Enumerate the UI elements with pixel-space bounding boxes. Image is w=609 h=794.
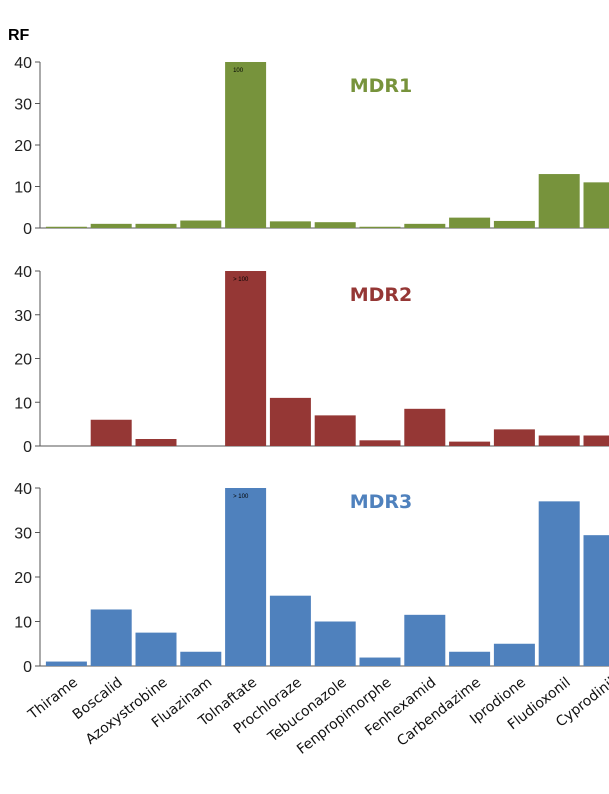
- bar-mdr2-tolnaftate: [225, 271, 267, 446]
- y-tick-label: 10: [14, 615, 32, 632]
- bar-mdr3-fenhexamid: [404, 614, 446, 666]
- bar-mdr2-prochloraze: [269, 397, 311, 446]
- y-tick-label: 0: [23, 659, 32, 676]
- bar-mdr1-fenpropimorphe: [359, 226, 401, 228]
- bar-mdr3-prochloraze: [269, 595, 311, 666]
- bar-mdr3-tebuconazole: [314, 621, 356, 666]
- bar-mdr3-fludioxonil: [538, 501, 580, 666]
- bar-mdr1-azoxystrobine: [135, 223, 177, 228]
- bar-mdr2-fenhexamid: [404, 408, 446, 446]
- bar-mdr3-fluazinam: [180, 651, 222, 666]
- y-tick-label: 20: [14, 570, 32, 587]
- bar-mdr2-fenpropimorphe: [359, 440, 401, 446]
- bar-mdr1-iprodione: [493, 220, 535, 228]
- bar-mdr2-iprodione: [493, 429, 535, 446]
- bar-mdr1-boscalid: [90, 223, 132, 228]
- bar-mdr1-cyprodinil: [583, 182, 609, 228]
- y-tick-label: 20: [14, 138, 32, 155]
- bar-mdr1-fluazinam: [180, 220, 222, 228]
- bar-mdr2-fludioxonil: [538, 435, 580, 446]
- bar-mdr1-tolnaftate: [225, 62, 267, 228]
- y-tick-label: 40: [14, 481, 32, 498]
- y-tick-label: 20: [14, 352, 32, 369]
- y-tick-label: 30: [14, 526, 32, 543]
- bar-mdr3-cyprodinil: [583, 535, 609, 666]
- panel-title-mdr3: MDR3: [350, 491, 413, 513]
- bar-mdr2-azoxystrobine: [135, 439, 177, 446]
- bar-mdr3-azoxystrobine: [135, 632, 177, 666]
- y-tick-label: 10: [14, 395, 32, 412]
- bar-mdr3-thirame: [45, 661, 87, 666]
- panel-title-mdr1: MDR1: [350, 75, 413, 97]
- y-tick-label: 30: [14, 97, 32, 114]
- bar-mdr3-boscalid: [90, 609, 132, 666]
- bar-mdr3-tolnaftate: [225, 488, 267, 666]
- y-tick-label: 40: [14, 55, 32, 72]
- y-tick-label: 0: [23, 221, 32, 238]
- y-tick-label: 30: [14, 308, 32, 325]
- bar-mdr2-carbendazime: [449, 441, 491, 446]
- bar-mdr2-cyprodinil: [583, 435, 609, 446]
- y-tick-label: 0: [23, 439, 32, 456]
- panel-title-mdr2: MDR2: [350, 284, 413, 306]
- bar-mdr1-prochloraze: [269, 221, 311, 228]
- bar-mdr1-tebuconazole: [314, 222, 356, 228]
- y-tick-label: 10: [14, 180, 32, 197]
- bar-mdr3-carbendazime: [449, 651, 491, 666]
- bar-mdr3-fenpropimorphe: [359, 657, 401, 666]
- bar-mdr2-tebuconazole: [314, 415, 356, 446]
- bar-mdr1-carbendazime: [449, 217, 491, 228]
- bar-mdr3-iprodione: [493, 643, 535, 666]
- y-unit-label: RF: [8, 27, 30, 44]
- bar-annotation: > 100: [233, 277, 249, 283]
- bar-mdr2-boscalid: [90, 419, 132, 446]
- y-tick-label: 40: [14, 264, 32, 281]
- bar-mdr1-thirame: [45, 226, 87, 228]
- x-category-label: Thirame: [25, 675, 81, 724]
- bar-mdr1-fludioxonil: [538, 174, 580, 228]
- bar-annotation: 100: [233, 68, 244, 74]
- bar-annotation: > 100: [233, 494, 249, 500]
- bar-mdr1-fenhexamid: [404, 223, 446, 228]
